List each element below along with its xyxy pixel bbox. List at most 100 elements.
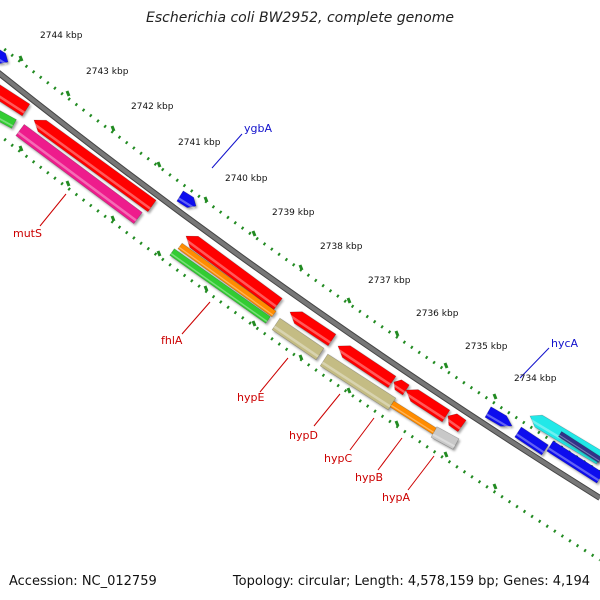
tick-label-2736: 2736 kbp [416, 309, 459, 319]
leader-fhlA [181, 301, 211, 335]
cds-blue-1[interactable] [514, 426, 549, 456]
leader-lines [39, 133, 550, 491]
cds-hypB-red-highlight [403, 391, 445, 420]
tick-mark [394, 420, 400, 427]
map-title: Escherichia coli BW2952, complete genome [146, 10, 454, 26]
tick-mark [251, 230, 257, 237]
tick-label-2743: 2743 kbp [86, 67, 129, 77]
cds-green-left[interactable] [0, 108, 17, 129]
cds-orange-2-highlight [390, 404, 436, 434]
gene-labels: ygbA hycA mutS fhlA hypE hypD hypC hypB … [13, 122, 579, 504]
gene-label-ygbA[interactable]: ygbA [244, 122, 272, 135]
tick-mark [156, 161, 162, 168]
leader-hycA [519, 347, 550, 379]
features [0, 47, 600, 484]
tick-mark [492, 483, 498, 490]
gene-label-mutS[interactable]: mutS [13, 227, 42, 240]
cds-fhlA-red[interactable] [185, 235, 283, 311]
outer-tick-arc [0, 43, 600, 474]
leader-ygbA [211, 133, 243, 169]
cds-dark-band[interactable] [557, 431, 600, 463]
tick-mark [156, 250, 162, 257]
cds-red-left-top-highlight [0, 95, 25, 114]
cds-hypE-khaki[interactable] [271, 317, 325, 361]
tick-mark [65, 180, 71, 187]
leader-mutS [39, 193, 67, 227]
tick-mark [251, 320, 257, 327]
leader-hypA [407, 455, 435, 491]
cds-ygbA[interactable] [176, 190, 197, 208]
cds-ygbA-highlight [178, 197, 196, 210]
tick-label-2742: 2742 kbp [131, 102, 174, 112]
gene-label-hypB[interactable]: hypB [355, 471, 383, 484]
cds-hypD-red[interactable] [337, 345, 397, 389]
cds-hycA-blue-highlight [486, 413, 512, 430]
cds-dark-band-highlight [559, 434, 600, 462]
tick-mark [346, 387, 352, 394]
cds-hypE-red-highlight [287, 313, 331, 344]
leader-hypC [349, 417, 375, 451]
tick-mark [346, 297, 352, 304]
cds-hypD-red-highlight [335, 347, 391, 386]
tick-mark [110, 125, 116, 132]
tick-mark [298, 354, 304, 361]
cds-mutS-highlight [31, 121, 151, 210]
genome-summary-text: Topology: circular; Length: 4,578,159 bp… [232, 574, 590, 589]
tick-mark [492, 393, 498, 400]
tick-mark [443, 362, 449, 369]
accession-text: Accession: NC_012759 [9, 574, 157, 589]
cds-blue-2[interactable] [546, 440, 600, 484]
gene-label-hypA[interactable]: hypA [382, 491, 410, 504]
gene-label-hycA[interactable]: hycA [551, 337, 579, 350]
cds-orange-1[interactable] [177, 242, 277, 318]
cds-magenta[interactable] [15, 123, 143, 225]
tick-mark [65, 90, 71, 97]
cds-red-left-top[interactable] [0, 82, 31, 117]
tick-label-2744: 2744 kbp [40, 31, 83, 41]
tick-dots [0, 43, 600, 562]
cds-hypE-khaki-highlight [273, 325, 319, 358]
cds-hycA-blue[interactable] [484, 406, 513, 427]
cds-hypD-khaki[interactable] [319, 353, 397, 411]
cds-hypD-khaki-highlight [321, 361, 391, 408]
cds-orange-1-highlight [178, 246, 274, 316]
gene-label-hypE[interactable]: hypE [237, 391, 264, 404]
cds-hypA-red-highlight [445, 417, 461, 430]
tick-label-2740: 2740 kbp [225, 174, 268, 184]
cds-green-left-highlight [0, 117, 14, 127]
tick-labels: 2744 kbp 2743 kbp 2742 kbp 2741 kbp 2740… [40, 31, 557, 384]
leader-hypE [259, 357, 289, 393]
gene-label-fhlA[interactable]: fhlA [161, 334, 183, 347]
cds-green-fhlA-highlight [170, 252, 268, 323]
cds-grey-highlight [432, 433, 456, 448]
cds-green-fhlA[interactable] [169, 248, 271, 324]
tick-mark [110, 215, 116, 222]
cds-hypA-red[interactable] [447, 413, 467, 433]
tick-mark [203, 285, 209, 292]
cds-hypC-red-highlight [391, 383, 406, 394]
leader-hypB [377, 437, 403, 471]
gene-label-hypC[interactable]: hypC [324, 452, 352, 465]
cds-hypB-red[interactable] [405, 389, 451, 423]
cds-hypE-red[interactable] [289, 311, 337, 347]
cds-grey[interactable] [430, 426, 460, 450]
tick-mark [443, 451, 449, 458]
tick-label-2737: 2737 kbp [368, 276, 411, 286]
cds-magenta-highlight [17, 131, 137, 222]
tick-mark [394, 330, 400, 337]
backbone [0, 70, 600, 501]
cds-blue-top-left-highlight [0, 58, 8, 66]
gene-label-hypD[interactable]: hypD [289, 429, 318, 442]
leader-hypD [313, 393, 341, 427]
cds-mutS[interactable] [33, 119, 157, 213]
tick-mark [18, 145, 24, 152]
tick-label-2739: 2739 kbp [272, 208, 315, 218]
cds-blue-2-highlight [547, 447, 600, 482]
tick-label-2735: 2735 kbp [465, 342, 508, 352]
tick-label-2734: 2734 kbp [514, 374, 557, 384]
tick-label-2738: 2738 kbp [320, 242, 363, 252]
cds-blue-1-highlight [515, 433, 545, 454]
cds-blue-top-left[interactable] [0, 47, 9, 64]
tick-mark [203, 196, 209, 203]
